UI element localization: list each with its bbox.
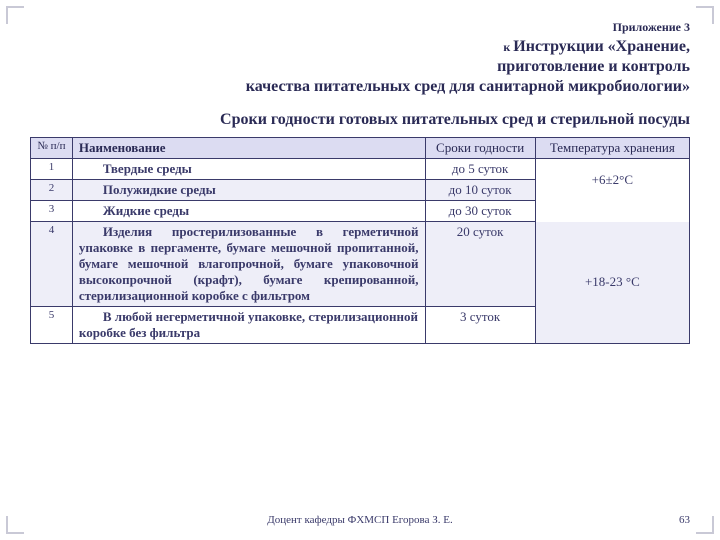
cell-name: В любой негерметичной упаковке, стерилиз… [72, 307, 425, 344]
subtitle-prefix: к [503, 40, 513, 54]
page-title: Сроки годности готовых питательных сред … [30, 111, 690, 129]
cell-num: 5 [31, 307, 73, 344]
cell-num: 1 [31, 159, 73, 180]
data-table: № п/п Наименование Сроки годности Темпер… [30, 137, 690, 344]
col-num: № п/п [31, 138, 73, 159]
table-header-row: № п/п Наименование Сроки годности Темпер… [31, 138, 690, 159]
col-name: Наименование [72, 138, 425, 159]
subtitle: к Инструкции «Хранение, приготовление и … [30, 37, 690, 97]
cell-shelf: 20 суток [425, 222, 535, 307]
cell-name: Твердые среды [72, 159, 425, 180]
cell-num: 4 [31, 222, 73, 307]
subtitle-line2: приготовление и контроль [497, 58, 690, 75]
col-shelf: Сроки годности [425, 138, 535, 159]
table-row: 3 Жидкие среды до 30 суток [31, 201, 690, 222]
table-row: 1 Твердые среды до 5 суток +6±2°С [31, 159, 690, 180]
cell-shelf: до 30 суток [425, 201, 535, 222]
cell-name: Жидкие среды [72, 201, 425, 222]
cell-temp: +18-23 °С [535, 222, 689, 344]
cell-shelf: 3 суток [425, 307, 535, 344]
table-row: 4 Изделия простерилизованные в герметичн… [31, 222, 690, 307]
cell-name: Изделия простерилизованные в герметичной… [72, 222, 425, 307]
cell-name: Полужидкие среды [72, 180, 425, 201]
footer-text: Доцент кафедры ФХМСП Егорова З. Е. [0, 514, 720, 526]
cell-num: 3 [31, 201, 73, 222]
subtitle-line1: Инструкции «Хранение, [513, 38, 690, 55]
cell-shelf: до 10 суток [425, 180, 535, 201]
cell-num: 2 [31, 180, 73, 201]
page-number: 63 [679, 514, 690, 526]
col-temp: Температура хранения [535, 138, 689, 159]
appendix-label: Приложение 3 [30, 20, 690, 35]
cell-shelf: до 5 суток [425, 159, 535, 180]
cell-temp-empty [535, 201, 689, 222]
subtitle-line3: качества питательных сред для санитарной… [246, 78, 690, 95]
cell-temp: +6±2°С [535, 159, 689, 201]
